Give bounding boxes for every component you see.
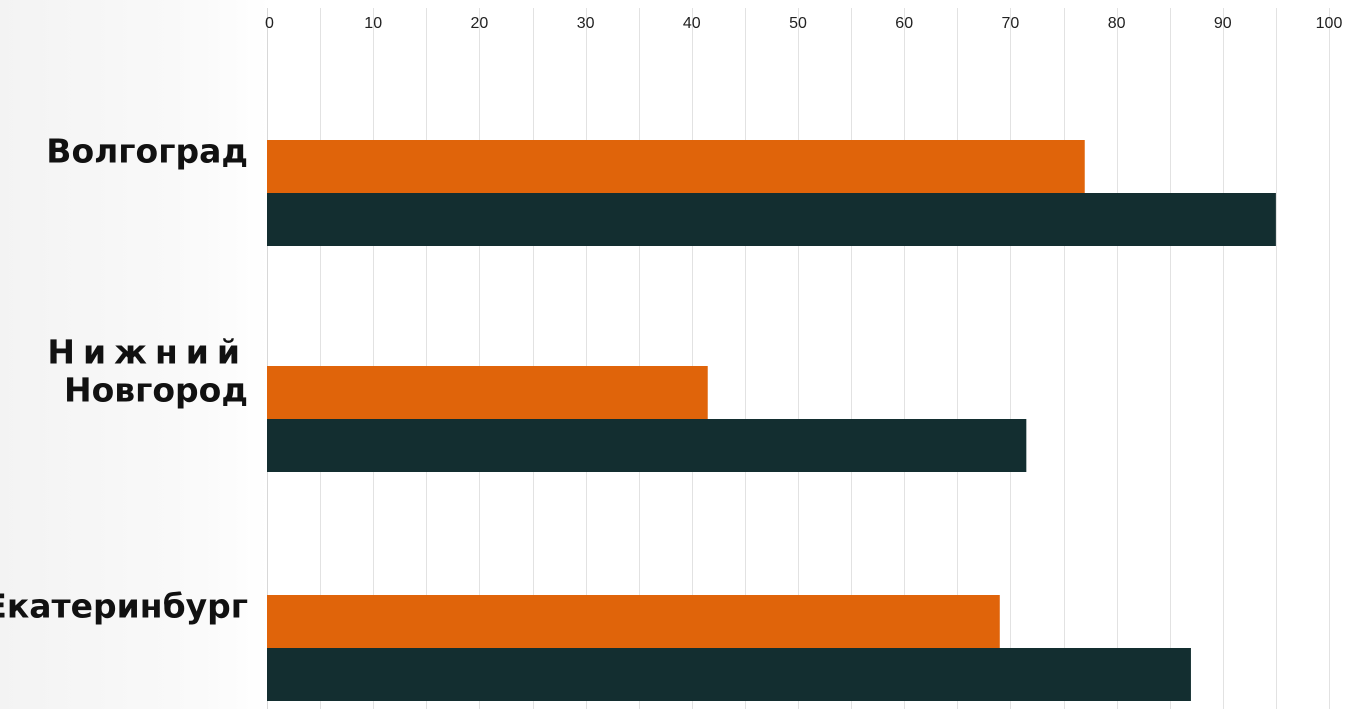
x-tick-label: 60 [895,15,913,32]
category-label: Новгород [64,370,248,409]
x-tick-label: 0 [265,15,274,32]
category-label: Нижний [47,332,248,371]
bar [267,193,1276,246]
x-tick-label: 90 [1214,15,1232,32]
x-tick-label: 10 [364,15,382,32]
gridlines [267,8,1330,709]
x-tick-label: 100 [1316,15,1343,32]
x-tick-label: 20 [471,15,489,32]
bars [267,140,1276,701]
x-tick-label: 70 [1002,15,1020,32]
category-label: Волгоград [46,131,248,170]
x-tick-label: 40 [683,15,701,32]
bar [267,419,1027,472]
bar [267,595,1000,649]
x-axis-ticks: 0 10 20 30 40 50 60 70 80 90 100 [265,15,1342,32]
bar [267,140,1085,194]
x-tick-label: 50 [789,15,807,32]
bar [267,648,1191,701]
x-tick-label: 80 [1108,15,1126,32]
x-tick-label: 30 [577,15,595,32]
bar [267,366,708,420]
category-label: Екатеринбург [0,586,248,625]
